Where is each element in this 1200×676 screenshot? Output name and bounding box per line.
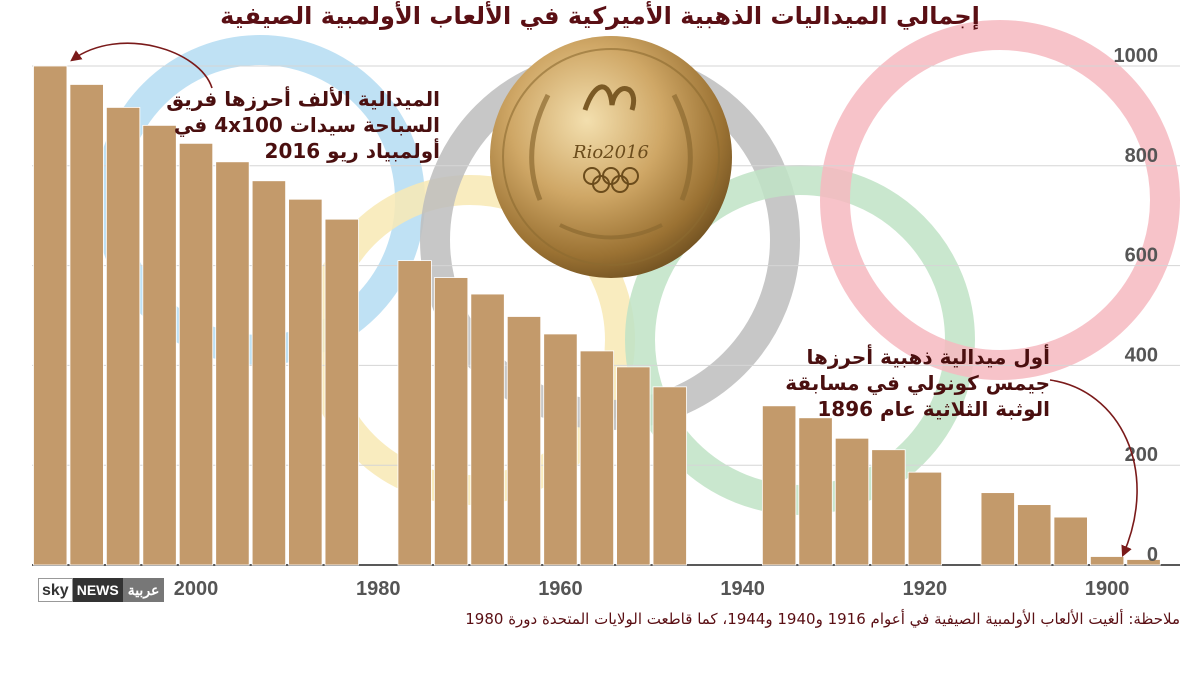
bar-1928 [834, 437, 870, 566]
logo-arabic: عربية [122, 578, 165, 602]
bar-1996 [215, 161, 250, 566]
bar-2016 [33, 65, 68, 566]
bar-1900 [1089, 556, 1125, 566]
bar-1976 [397, 260, 432, 566]
bar-2008 [105, 107, 141, 566]
annotation-line: الوثبة الثلاثية عام 1896 [817, 397, 1050, 421]
bar-1936 [761, 405, 797, 566]
bar-1988 [288, 198, 323, 566]
sky-news-arabia-logo: sky NEWS عربية [38, 578, 165, 602]
bar-1960 [543, 333, 578, 566]
y-tick-label: 800 [1125, 145, 1158, 167]
bar-1912 [980, 492, 1015, 566]
bar-2000 [178, 142, 214, 566]
chart-title: إجمالي الميداليات الذهبية الأميركية في ا… [220, 2, 980, 30]
y-tick-label: 0 [1147, 544, 1158, 566]
gold-medal-image: Rio2016 [490, 36, 732, 278]
annotation-line: الميدالية الألف أحرزها فريق [166, 87, 440, 111]
arrow-to-last-bar [1049, 379, 1138, 558]
bar-1992 [251, 180, 287, 566]
logo-sky: sky [38, 578, 73, 602]
annotation-line: السباحة سيدات 4x100 في [173, 113, 440, 137]
x-tick-label: 1960 [538, 578, 583, 600]
x-tick-label: 1920 [903, 578, 948, 600]
arrow-to-first-bar [70, 42, 213, 89]
bar-1932 [798, 417, 833, 566]
bar-1984 [324, 218, 359, 566]
x-tick-label: 1980 [356, 578, 401, 600]
bar-1948 [652, 386, 687, 566]
bars [33, 65, 1161, 566]
x-tick-label: 1900 [1085, 578, 1130, 600]
x-tick-label: 1940 [720, 578, 765, 600]
medal-emblem-text: Rio2016 [572, 142, 649, 163]
bar-1904 [1053, 516, 1088, 566]
bar-1908 [1017, 504, 1052, 566]
annotation-arrows [70, 42, 1138, 558]
annotation-1000th-medal: الميدالية الألف أحرزها فريق السباحة سيدا… [150, 86, 440, 164]
footnote: ملاحظة: ألغيت الألعاب الأولمبية الصيفية … [465, 610, 1180, 628]
bar-1972 [433, 277, 469, 566]
y-tick-label: 600 [1125, 245, 1158, 267]
bar-1952 [616, 366, 651, 566]
bar-1924 [871, 449, 906, 566]
bar-1920 [907, 471, 943, 566]
bar-1964 [506, 316, 542, 566]
bar-1968 [470, 293, 505, 566]
y-tick-label: 1000 [1114, 45, 1159, 67]
annotation-line: أول ميدالية ذهبية أحرزها [806, 345, 1050, 369]
bar-1956 [579, 350, 615, 566]
bar-2012 [69, 84, 104, 566]
annotation-line: جيمس كونولي في مسابقة [785, 371, 1050, 395]
annotation-first-medal: أول ميدالية ذهبية أحرزها جيمس كونولي في … [760, 344, 1050, 422]
bar-2004 [142, 124, 177, 566]
y-tick-label: 400 [1125, 344, 1158, 366]
annotation-line: أولمبياد ريو 2016 [264, 139, 440, 163]
logo-news: NEWS [72, 578, 123, 602]
x-tick-labels: 2000 1980 1960 1940 1920 1900 [174, 578, 1130, 600]
bar-1896 [1126, 559, 1161, 566]
x-tick-label: 2000 [174, 578, 219, 600]
